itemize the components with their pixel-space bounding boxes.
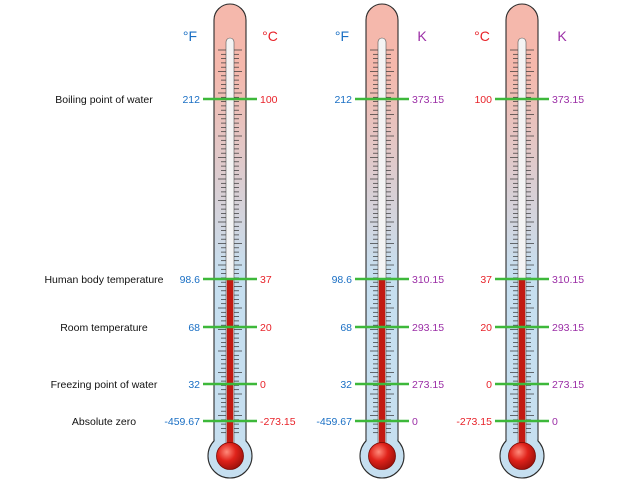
reading-left: 212 bbox=[334, 94, 352, 106]
reference-point-label: Freezing point of water bbox=[51, 379, 158, 391]
reading-left: 68 bbox=[340, 322, 352, 334]
unit-header-right: °C bbox=[262, 28, 278, 44]
unit-header-left: °C bbox=[474, 28, 490, 44]
reference-point-label: Human body temperature bbox=[44, 274, 163, 286]
mercury-bulb bbox=[508, 442, 536, 470]
reading-left: 0 bbox=[486, 379, 492, 391]
reading-left: 100 bbox=[474, 94, 492, 106]
reading-right: 293.15 bbox=[552, 322, 584, 334]
reading-left: -273.15 bbox=[456, 416, 492, 428]
unit-header-left: °F bbox=[335, 28, 349, 44]
reading-right: 373.15 bbox=[412, 94, 444, 106]
mercury-column bbox=[378, 280, 386, 448]
reading-right: 293.15 bbox=[412, 322, 444, 334]
reading-right: 0 bbox=[260, 379, 266, 391]
reading-right: 373.15 bbox=[552, 94, 584, 106]
reading-left: 98.6 bbox=[180, 274, 201, 286]
thermometers: °F °C 212 100 98.6 37 68 20 32 0 -459.67 -273.15 °F K… bbox=[164, 3, 584, 479]
thermometer-fahrenheit-celsius: °F °C 212 100 98.6 37 68 20 32 0 -459.67 -273.15 bbox=[164, 3, 296, 479]
reading-right: 0 bbox=[552, 416, 558, 428]
thermometer-celsius-kelvin: °C K 100 373.15 37 310.15 20 293.15 0 273.15 -273.… bbox=[456, 3, 584, 479]
reading-right: 273.15 bbox=[412, 379, 444, 391]
unit-header-right: K bbox=[417, 28, 427, 44]
mercury-column bbox=[226, 280, 234, 448]
reading-right: 310.15 bbox=[552, 274, 584, 286]
reading-left: 37 bbox=[480, 274, 492, 286]
reference-point-label: Absolute zero bbox=[72, 416, 136, 428]
reading-left: 98.6 bbox=[332, 274, 353, 286]
reading-left: 32 bbox=[340, 379, 352, 391]
reading-left: 68 bbox=[188, 322, 200, 334]
mercury-column bbox=[518, 280, 526, 448]
reading-right: 310.15 bbox=[412, 274, 444, 286]
reading-right: 20 bbox=[260, 322, 272, 334]
reading-right: 273.15 bbox=[552, 379, 584, 391]
reading-left: -459.67 bbox=[164, 416, 200, 428]
reference-point-label: Boiling point of water bbox=[55, 94, 153, 106]
tick-marks bbox=[370, 49, 394, 434]
reference-point-label: Room temperature bbox=[60, 322, 148, 334]
reading-right: 0 bbox=[412, 416, 418, 428]
reading-left: 212 bbox=[182, 94, 200, 106]
unit-header-right: K bbox=[557, 28, 567, 44]
mercury-bulb bbox=[368, 442, 396, 470]
reading-left: 20 bbox=[480, 322, 492, 334]
reference-point-labels: Boiling point of water Human body tempera… bbox=[44, 94, 163, 428]
unit-header-left: °F bbox=[183, 28, 197, 44]
tick-marks bbox=[510, 49, 534, 434]
thermometer-fahrenheit-kelvin: °F K 212 373.15 98.6 310.15 68 293.15 32 273.15 -4… bbox=[316, 3, 444, 479]
reading-left: -459.67 bbox=[316, 416, 352, 428]
reading-right: 100 bbox=[260, 94, 278, 106]
mercury-bulb bbox=[216, 442, 244, 470]
reading-left: 32 bbox=[188, 379, 200, 391]
tick-marks bbox=[218, 49, 242, 434]
reading-right: 37 bbox=[260, 274, 272, 286]
reading-right: -273.15 bbox=[260, 416, 296, 428]
